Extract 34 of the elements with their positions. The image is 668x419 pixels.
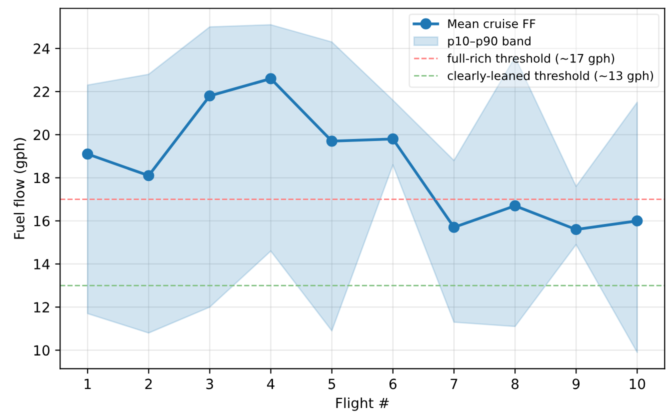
x-tick-label: 7 xyxy=(450,378,458,389)
point xyxy=(82,148,94,160)
y-tick-label: 22 xyxy=(34,86,50,97)
x-tick-label: 10 xyxy=(630,378,646,390)
y-tick-label: 18 xyxy=(34,172,50,184)
x-axis-title: Flight # xyxy=(336,397,389,411)
y-tick-label: 12 xyxy=(34,302,50,312)
point xyxy=(326,136,338,147)
point xyxy=(570,224,582,236)
x-tick-label: 6 xyxy=(389,378,396,390)
point xyxy=(387,133,398,145)
y-axis-title: Fuel flow (gph) xyxy=(14,138,28,239)
x-tick-label: 4 xyxy=(267,378,274,389)
x-tick-label: 9 xyxy=(572,378,580,390)
point xyxy=(204,90,216,102)
x-tick-label: 5 xyxy=(328,378,336,390)
y-tick-label: 10 xyxy=(34,345,50,356)
point xyxy=(632,215,643,226)
legend-label: clearly-leaned threshold (~13 gph) xyxy=(448,70,654,82)
legend-label: full-rich threshold (~17 gph) xyxy=(447,54,614,66)
x-tick-label: 3 xyxy=(206,378,214,390)
y-tick-label: 24 xyxy=(34,43,50,54)
y-tick-label: 16 xyxy=(34,216,50,226)
x-tick-label: 8 xyxy=(512,378,519,390)
annotation: p10–p90 band xyxy=(448,36,530,48)
point xyxy=(448,222,460,233)
y-tick-label: 20 xyxy=(34,130,50,140)
legend-label: Mean cruise FF xyxy=(448,19,536,28)
point xyxy=(143,170,154,182)
x-tick-label: 1 xyxy=(84,378,91,389)
x-tick-label: 2 xyxy=(145,378,152,389)
point xyxy=(509,200,521,212)
y-tick-label: 14 xyxy=(34,259,50,270)
point xyxy=(265,73,276,84)
